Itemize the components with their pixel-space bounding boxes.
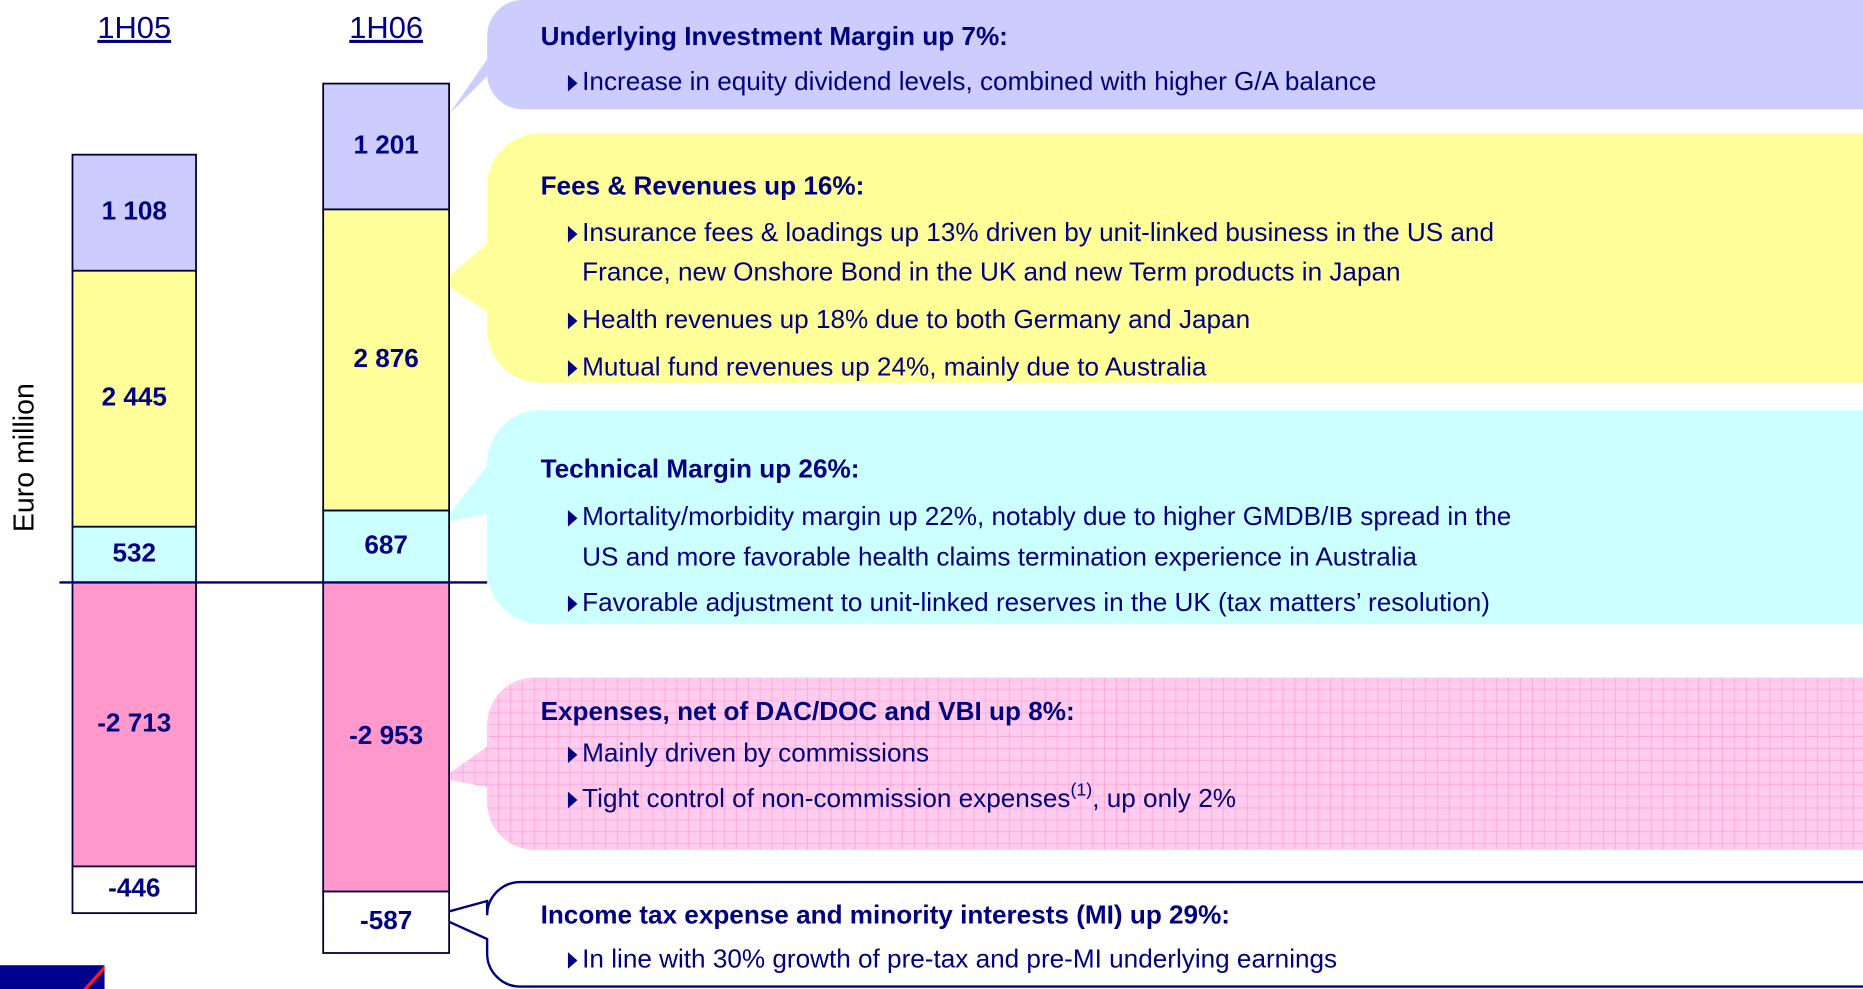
data-label: 532 [112, 537, 156, 567]
callout-bullet: France, new Onshore Bond in the UK and n… [582, 256, 1400, 286]
callout-bubble [431, 880, 1863, 988]
callout-bullet: Tight control of non-commission expenses… [582, 779, 1236, 813]
bullet-marker [567, 74, 578, 92]
callout-bullet: Mutual fund revenues up 24%, mainly due … [582, 351, 1207, 381]
bullet-marker [567, 225, 578, 243]
y-axis-label: Euro million [9, 383, 41, 532]
bar-segment [322, 890, 451, 954]
bullet-part: (1) [1070, 779, 1092, 799]
bar-segment [322, 82, 451, 211]
x-tick-label: 1H06 [349, 10, 423, 45]
callout-title: Expenses, net of DAC/DOC and VBI up 8%: [541, 696, 1075, 726]
bar-segment [71, 865, 197, 915]
callout-title: Income tax expense and minority interest… [541, 899, 1230, 929]
bar-segment [322, 509, 451, 584]
callouts: Underlying Investment Margin up 7%: Incre… [431, 0, 1863, 988]
callout-bullet: Mainly driven by commissions [582, 738, 929, 768]
callout-bubble [449, 0, 1863, 115]
data-label: 2 876 [353, 343, 418, 373]
data-label: 2 445 [102, 382, 167, 412]
callout-title: Technical Margin up 26%: [541, 454, 860, 484]
callout-title: Fees & Revenues up 16%: [541, 171, 865, 201]
bullet-marker [567, 509, 578, 527]
callout-bullet: US and more favorable health claims term… [582, 542, 1417, 572]
bullet-marker [567, 312, 578, 330]
logo [0, 965, 105, 989]
data-label: -2 713 [97, 707, 171, 737]
bar-segment [71, 525, 197, 584]
bullet-part: Tight control of non-commission expenses [582, 783, 1070, 813]
bar-segment [322, 581, 451, 893]
data-label: 1 201 [353, 129, 418, 159]
bars: 532 2 445 1 108 -2 713 -446 687 2 876 1 201 -2 9… [71, 82, 451, 954]
bullet-marker [567, 595, 578, 613]
callout-bubble [441, 133, 1863, 383]
callout-bullet: In line with 30% growth of pre-tax and p… [582, 943, 1337, 973]
bar-segment [71, 269, 197, 528]
bullet-marker [567, 746, 578, 764]
bar-segment [322, 208, 451, 512]
bullet-marker [567, 791, 578, 809]
callout-title: Underlying Investment Margin up 7%: [541, 21, 1008, 51]
bullet-part: , up only 2% [1092, 783, 1236, 813]
data-label: -446 [108, 873, 160, 903]
callout-bullet: Mortality/morbidity margin up 22%, notab… [582, 501, 1511, 531]
bullet-marker [567, 952, 578, 969]
data-label: -587 [360, 905, 412, 935]
bullet-marker [567, 360, 578, 377]
callout-bubble [441, 410, 1863, 625]
x-tick-label: 1H05 [97, 10, 171, 45]
callout-bullet: Favorable adjustment to unit-linked rese… [582, 587, 1490, 617]
callout-bullet: Insurance fees & loadings up 13% driven … [582, 217, 1494, 247]
bar-segment [71, 153, 197, 272]
data-label: 1 108 [102, 196, 167, 226]
data-label: -2 953 [349, 720, 423, 750]
callout-bullet: Increase in equity dividend levels, comb… [582, 66, 1376, 96]
data-label: 687 [364, 529, 408, 559]
callout-bullet: Health revenues up 18% due to both Germa… [582, 304, 1250, 334]
callout-bubble [441, 677, 1863, 850]
